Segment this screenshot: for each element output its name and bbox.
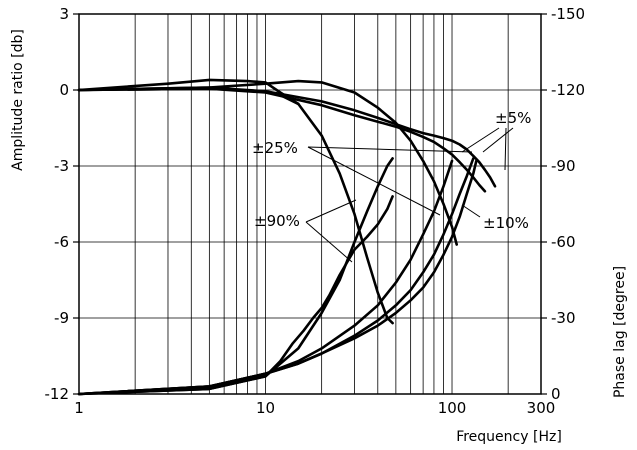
y-right-tick-label: -150: [551, 5, 585, 23]
annotation-25pct: ±25%: [252, 139, 298, 157]
annotation-leader-line: [307, 146, 441, 216]
annotation-5pct: ±5%: [495, 109, 531, 127]
phase-curve-5: [77, 157, 394, 396]
y-tick-label: -9: [54, 309, 69, 327]
amplitude-curve-3: [77, 87, 497, 188]
y-right-tick-label: -30: [551, 309, 576, 327]
grid: [79, 14, 541, 394]
phase-curve-9: [77, 159, 478, 396]
amplitude-curve-1: [77, 86, 394, 325]
y-axis-label-right: Phase lag [degree]: [612, 266, 628, 398]
x-tick-label: 10: [256, 399, 275, 417]
phase-curve-8: [77, 157, 475, 396]
annotation-leader-line: [461, 204, 481, 218]
y-tick-label: -3: [54, 157, 69, 175]
annotation-leader-line: [307, 146, 473, 153]
annotation-leaders: [305, 127, 514, 263]
y-tick-label: 0: [59, 81, 69, 99]
y-tick-label: -12: [45, 385, 70, 403]
amplitude-curve-0: [77, 78, 300, 106]
x-tick-label: 100: [438, 399, 467, 417]
y-right-tick-label: -90: [551, 157, 576, 175]
y-tick-label: 3: [59, 5, 69, 23]
plot-frame: [78, 13, 542, 395]
amplitude-curve-2: [77, 79, 459, 246]
x-axis-label: Frequency [Hz]: [456, 429, 562, 445]
annotation-10pct: ±10%: [483, 214, 529, 232]
y-axis-label: Amplitude ratio [db]: [10, 29, 26, 171]
y-right-tick-label: -60: [551, 233, 576, 251]
y-right-tick-label: 0: [551, 385, 561, 403]
annotation-leader-line: [305, 221, 353, 263]
x-tick-label: 300: [527, 399, 556, 417]
annotation-leader-line: [305, 199, 357, 223]
annotation-leader-line: [482, 127, 514, 153]
y-right-tick-label: -120: [551, 81, 585, 99]
annotation-leader-line: [504, 127, 507, 171]
y-tick-label: -6: [54, 233, 69, 251]
curves: [77, 78, 497, 396]
annotation-leader-line: [461, 127, 500, 153]
axis-text: 3 0 -3 -6 -9 -12 -150 -120 -90 -60 -30 0 1 10 100 300: [45, 5, 586, 417]
x-tick-label: 1: [74, 399, 84, 417]
phase-curve-6: [77, 195, 394, 396]
annotation-90pct: ±90%: [254, 212, 300, 230]
